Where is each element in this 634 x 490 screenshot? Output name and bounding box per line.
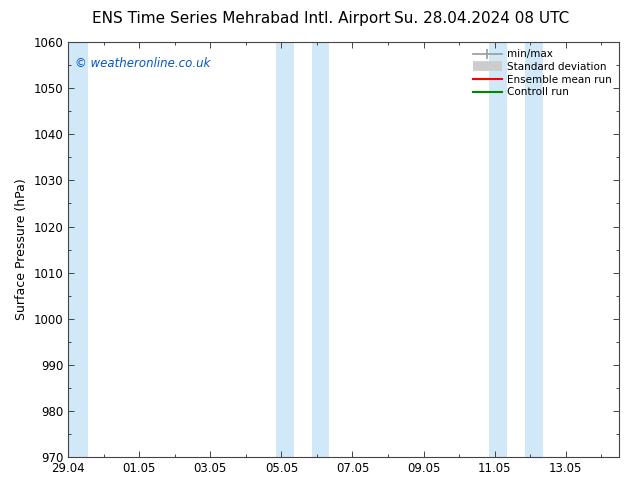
Bar (276, 42, 294, 457)
Text: © weatheronline.co.uk: © weatheronline.co.uk (75, 56, 210, 70)
Text: Su. 28.04.2024 08 UTC: Su. 28.04.2024 08 UTC (394, 11, 569, 26)
Text: ENS Time Series Mehrabad Intl. Airport: ENS Time Series Mehrabad Intl. Airport (91, 11, 391, 26)
Bar (489, 42, 507, 457)
Y-axis label: Surface Pressure (hPa): Surface Pressure (hPa) (15, 179, 28, 320)
Bar (525, 42, 543, 457)
Bar (68, 42, 87, 457)
Bar (311, 42, 330, 457)
Legend: min/max, Standard deviation, Ensemble mean run, Controll run: min/max, Standard deviation, Ensemble me… (470, 47, 614, 99)
